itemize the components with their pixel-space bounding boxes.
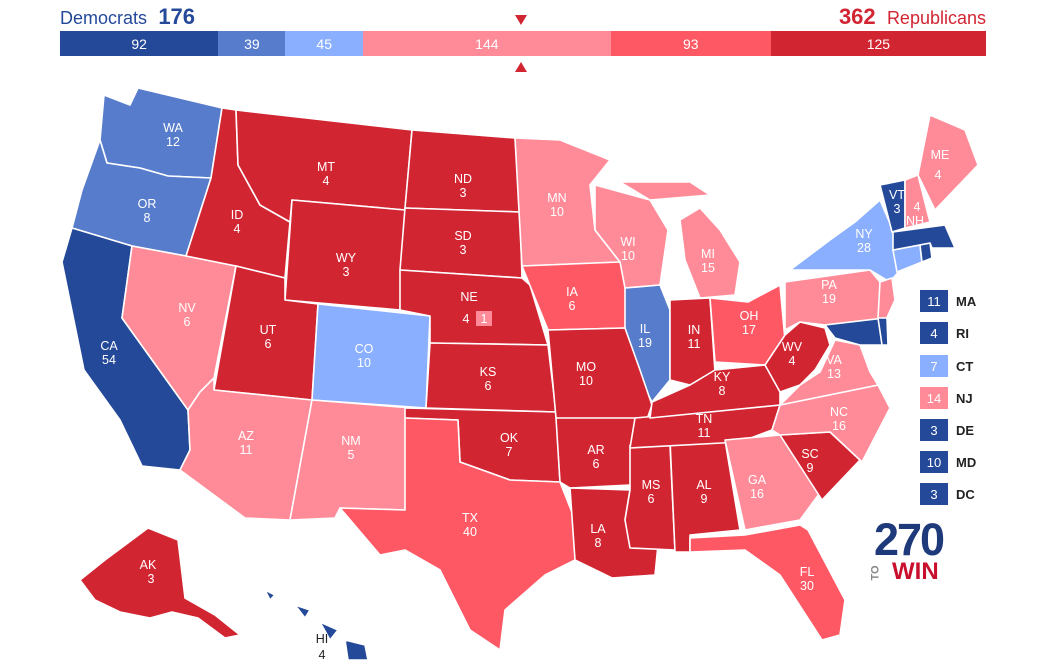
state-NY[interactable] bbox=[789, 199, 901, 283]
small-state-ri-abbr: RI bbox=[956, 325, 969, 341]
270towin-logo[interactable]: 270 TO WIN bbox=[869, 514, 946, 585]
democrats-electoral-votes: 176 bbox=[158, 4, 196, 29]
small-state-de-abbr: DE bbox=[956, 422, 975, 438]
small-state-dc-abbr: DC bbox=[956, 486, 975, 502]
small-state-dc-votes[interactable]: 3 bbox=[920, 483, 948, 505]
state-MD[interactable] bbox=[824, 317, 886, 346]
bar-segment-lean-d[interactable]: 45 bbox=[285, 31, 363, 56]
small-state-md-votes[interactable]: 10 bbox=[920, 451, 948, 473]
small-state-nj[interactable]: 14 NJ bbox=[920, 387, 973, 409]
state-VA[interactable] bbox=[779, 339, 879, 406]
state-NM[interactable] bbox=[289, 399, 413, 521]
bar-segment-solid-d[interactable]: 92 bbox=[60, 31, 219, 56]
small-state-md-abbr: MD bbox=[956, 454, 977, 470]
state-ND[interactable] bbox=[404, 129, 521, 213]
state-IN[interactable] bbox=[669, 297, 716, 386]
small-state-ct-votes[interactable]: 7 bbox=[920, 355, 948, 377]
small-state-ct-abbr: CT bbox=[956, 358, 974, 374]
small-state-de[interactable]: 3 DE bbox=[920, 419, 974, 441]
small-state-ma-votes[interactable]: 11 bbox=[920, 290, 948, 312]
state-AK[interactable] bbox=[79, 527, 241, 639]
small-state-de-votes[interactable]: 3 bbox=[920, 419, 948, 441]
state-SD[interactable] bbox=[399, 207, 523, 279]
majority-marker-top-icon bbox=[515, 15, 527, 25]
republicans-label: Republicans bbox=[886, 8, 986, 28]
logo-number: 270 bbox=[874, 514, 945, 565]
state-KS[interactable] bbox=[425, 342, 557, 413]
state-ME[interactable] bbox=[917, 114, 979, 211]
label-hi-votes: 4 bbox=[319, 648, 326, 662]
state-CO[interactable] bbox=[311, 303, 431, 409]
state-RI[interactable] bbox=[919, 242, 933, 263]
electoral-vote-bar: 92 39 45 144 93 125 bbox=[60, 31, 986, 56]
state-MA[interactable] bbox=[892, 224, 956, 251]
small-state-nj-abbr: NJ bbox=[956, 390, 973, 406]
majority-marker-bottom-icon bbox=[515, 62, 527, 72]
small-state-ri[interactable]: 4 RI bbox=[920, 322, 969, 344]
democrats-label: Democrats bbox=[60, 8, 148, 28]
small-state-ma[interactable]: 11 MA bbox=[920, 290, 976, 312]
logo-to: TO bbox=[869, 565, 882, 581]
state-TX[interactable] bbox=[339, 417, 576, 651]
bar-segment-likely-d[interactable]: 39 bbox=[218, 31, 286, 56]
small-state-md[interactable]: 10 MD bbox=[920, 451, 976, 473]
state-NJ[interactable] bbox=[877, 277, 896, 323]
state-MI[interactable] bbox=[619, 181, 741, 299]
republicans-total: 362 Republicans bbox=[833, 4, 986, 30]
state-HI[interactable] bbox=[264, 589, 369, 661]
state-NH[interactable] bbox=[904, 174, 931, 229]
state-AR[interactable] bbox=[555, 417, 646, 489]
logo-win: WIN bbox=[892, 558, 939, 585]
bar-segment-solid-r[interactable]: 125 bbox=[770, 31, 986, 56]
small-state-nj-votes[interactable]: 14 bbox=[920, 387, 948, 409]
state-AZ[interactable] bbox=[179, 377, 313, 521]
republicans-electoral-votes: 362 bbox=[838, 4, 876, 29]
ne-district-box[interactable] bbox=[476, 311, 492, 326]
state-DE[interactable] bbox=[877, 317, 889, 346]
small-state-ma-abbr: MA bbox=[956, 293, 977, 309]
state-FL[interactable] bbox=[689, 524, 846, 641]
small-state-dc[interactable]: 3 DC bbox=[920, 483, 975, 505]
state-WY[interactable] bbox=[284, 199, 406, 311]
democrats-total: Democrats 176 bbox=[60, 4, 201, 30]
state-MS[interactable] bbox=[624, 444, 676, 551]
small-state-ct[interactable]: 7 CT bbox=[920, 355, 973, 377]
bar-segment-likely-r[interactable]: 93 bbox=[610, 31, 771, 56]
bar-segment-lean-r[interactable]: 144 bbox=[362, 31, 611, 56]
state-WV[interactable] bbox=[764, 321, 831, 393]
small-state-ri-votes[interactable]: 4 bbox=[920, 322, 948, 344]
